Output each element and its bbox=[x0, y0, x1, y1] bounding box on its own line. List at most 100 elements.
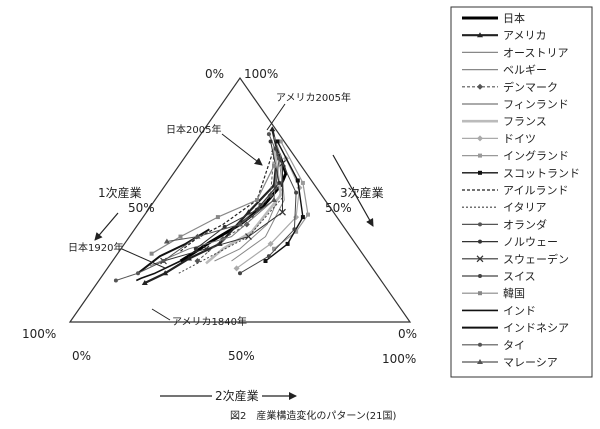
legend-label: スウェーデン bbox=[503, 252, 569, 266]
legend-label: タイ bbox=[503, 339, 525, 352]
tick-tertiary-100: 100% bbox=[244, 67, 278, 81]
data-point bbox=[161, 259, 166, 263]
data-point bbox=[272, 246, 276, 251]
data-point bbox=[238, 271, 242, 276]
series-line bbox=[149, 156, 278, 267]
data-point bbox=[294, 229, 299, 234]
legend-item: オランダ bbox=[462, 217, 547, 231]
legend-label: イタリア bbox=[503, 201, 547, 214]
data-point bbox=[194, 233, 201, 239]
legend-marker bbox=[478, 239, 482, 244]
tick-tertiary-50: 50% bbox=[325, 201, 352, 215]
data-point bbox=[255, 207, 259, 212]
data-point bbox=[279, 208, 286, 216]
legend-label: ベルギー bbox=[503, 64, 547, 77]
legend-marker bbox=[477, 135, 483, 142]
legend-marker bbox=[478, 153, 482, 158]
series-layer bbox=[113, 126, 310, 285]
data-point bbox=[163, 238, 170, 244]
legend-label: デンマーク bbox=[503, 80, 558, 94]
annotation-japan-2005-pointer bbox=[221, 133, 263, 166]
annotation-japan-2005: 日本2005年 bbox=[166, 123, 221, 136]
data-point bbox=[267, 192, 274, 199]
legend-marker bbox=[478, 342, 482, 347]
legend-label: ドイツ bbox=[503, 132, 536, 145]
axis-label-primary: 1次産業 bbox=[98, 185, 142, 200]
data-point bbox=[222, 224, 227, 229]
legend-item: ドイツ bbox=[462, 132, 536, 145]
legend-label: フランス bbox=[503, 115, 547, 128]
series-group bbox=[163, 197, 277, 244]
data-point bbox=[237, 221, 243, 227]
legend-item: イングランド bbox=[462, 149, 569, 163]
tick-secondary-50: 50% bbox=[228, 349, 255, 363]
data-point bbox=[271, 197, 277, 202]
legend-item: フランス bbox=[462, 115, 547, 128]
axis-arrow-primary bbox=[94, 212, 119, 241]
annotation-usa-2005-pointer bbox=[266, 103, 286, 131]
legend-item: スコットランド bbox=[462, 167, 580, 180]
legend-item: 韓国 bbox=[462, 287, 525, 300]
legend-marker bbox=[477, 359, 483, 364]
annotation-usa-2005: アメリカ2005年 bbox=[276, 91, 351, 104]
data-point bbox=[285, 241, 290, 246]
data-point bbox=[273, 146, 278, 151]
legend-label: フィンランド bbox=[503, 98, 569, 111]
legend-marker bbox=[478, 291, 482, 296]
series-group bbox=[272, 139, 310, 251]
data-point bbox=[306, 212, 310, 217]
legend-label: アメリカ bbox=[503, 29, 546, 42]
legend-marker bbox=[477, 83, 483, 90]
data-point bbox=[215, 215, 220, 220]
legend-item: スイス bbox=[462, 270, 536, 283]
data-point bbox=[277, 180, 282, 185]
legend-item: マレーシア bbox=[462, 356, 558, 369]
data-point bbox=[294, 190, 299, 195]
legend-marker bbox=[478, 222, 482, 227]
data-point bbox=[194, 258, 201, 264]
ternary-triangle-frame bbox=[68, 76, 412, 323]
data-point bbox=[243, 221, 250, 228]
series-line bbox=[115, 236, 198, 281]
series-group bbox=[231, 136, 285, 262]
series-group bbox=[149, 163, 276, 256]
data-point bbox=[186, 255, 192, 261]
figure-caption: 図2 産業構造変化のパターン(21国) bbox=[230, 409, 396, 422]
data-point bbox=[141, 279, 148, 285]
data-point bbox=[255, 198, 259, 202]
series-line bbox=[231, 136, 285, 262]
legend-item: オーストリア bbox=[462, 46, 568, 59]
data-point bbox=[300, 180, 305, 185]
annotation-usa-1840-pointer bbox=[151, 308, 171, 321]
legend-item: アイルランド bbox=[462, 184, 568, 197]
data-point bbox=[295, 178, 300, 183]
legend-item: ノルウェー bbox=[462, 236, 558, 249]
axis-label-tertiary: 3次産業 bbox=[340, 185, 384, 200]
data-point bbox=[272, 163, 276, 168]
legend-label: オーストリア bbox=[503, 46, 568, 59]
tick-primary-100: 100% bbox=[22, 327, 56, 341]
data-point bbox=[300, 215, 305, 220]
data-point bbox=[269, 126, 276, 132]
data-point bbox=[193, 246, 198, 251]
data-point bbox=[292, 227, 297, 232]
data-point bbox=[113, 278, 118, 283]
data-point bbox=[268, 139, 273, 144]
series-line bbox=[195, 141, 280, 250]
legend-label: スコットランド bbox=[503, 167, 580, 180]
legend-label: マレーシア bbox=[503, 356, 558, 369]
legend-item: アメリカ bbox=[462, 29, 546, 42]
legend-item: インドネシア bbox=[462, 322, 569, 335]
tick-tertiary-0: 0% bbox=[398, 327, 417, 341]
data-point bbox=[266, 132, 271, 137]
series-group bbox=[135, 260, 181, 282]
tick-secondary-0: 0% bbox=[72, 349, 91, 363]
data-point bbox=[149, 251, 154, 256]
series-line bbox=[135, 260, 181, 282]
axis-arrow-tertiary bbox=[332, 154, 374, 227]
legend-item: 日本 bbox=[462, 11, 525, 25]
series-line bbox=[214, 158, 283, 262]
legend-item: イタリア bbox=[462, 201, 547, 214]
legend-item: デンマーク bbox=[462, 80, 558, 94]
